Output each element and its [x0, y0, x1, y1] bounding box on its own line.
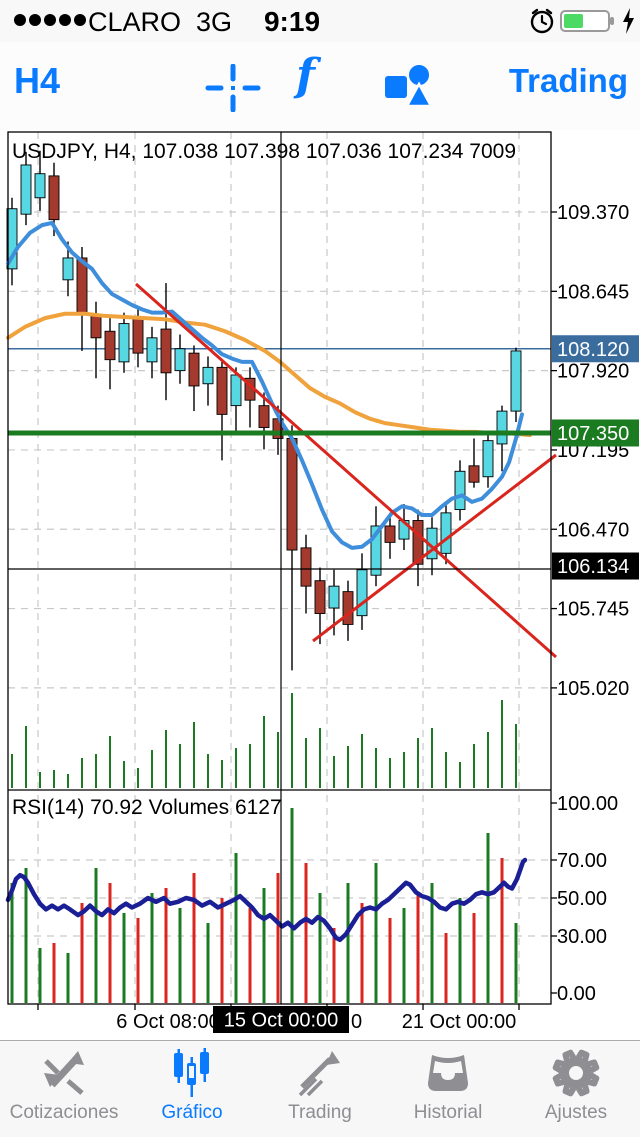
tab-label: Gráfico — [161, 1102, 223, 1123]
tab-cotizaciones[interactable]: Cotizaciones — [0, 1041, 128, 1137]
quotes-icon — [44, 1051, 84, 1095]
candle-bull — [20, 164, 32, 215]
candle-bear — [258, 405, 270, 428]
candle-bear — [468, 465, 480, 483]
candle-bull — [202, 366, 214, 385]
tab-historial[interactable]: Historial — [384, 1041, 512, 1137]
tab-trading[interactable]: Trading — [256, 1041, 384, 1137]
candle-bull — [118, 323, 130, 363]
chart-ohlc-header: USDJPY, H4, 107.038 107.398 107.036 107.… — [12, 140, 516, 163]
candle-bull — [440, 512, 452, 554]
price-axis-label: 106.470 — [557, 519, 629, 541]
history-icon — [428, 1055, 468, 1091]
candle-bear — [160, 328, 172, 374]
candle-bull — [510, 350, 522, 412]
candle-bull — [328, 585, 340, 609]
trading-button[interactable]: Trading — [508, 62, 628, 99]
rsi-axis-label: 70.00 — [557, 850, 607, 872]
rsi-axis-label: 0.00 — [557, 983, 596, 1005]
crosshair-price-tag-bg — [552, 552, 639, 580]
candle-bear — [132, 317, 144, 354]
trendline — [135, 282, 557, 659]
candle-bear — [104, 330, 116, 361]
tab-label: Cotizaciones — [9, 1102, 119, 1123]
trading-icon — [298, 1051, 340, 1097]
price-axis-label: 105.745 — [557, 599, 629, 621]
rsi-axis-label: 50.00 — [557, 888, 607, 910]
rsi-indicator-label: RSI(14) 70.92 Volumes 6127 — [12, 796, 282, 819]
level-price-tag: 107.350 — [557, 423, 629, 445]
tab-label: Trading — [288, 1102, 352, 1123]
candle-bull — [34, 173, 46, 199]
candle-bear — [90, 315, 102, 339]
crosshair-time-tag: 15 Oct 00:00 — [224, 1010, 339, 1032]
rsi-line — [5, 857, 528, 943]
candle-bear — [412, 520, 424, 565]
tab-grafico[interactable]: Gráfico — [128, 1041, 256, 1137]
covered-time-label: 0 — [351, 1011, 362, 1033]
crosshair-time-tag-bg — [213, 1006, 349, 1033]
time-axis-label: 21 Oct 00:00 — [402, 1011, 517, 1033]
candle-bull — [230, 374, 242, 407]
candle-bear — [314, 580, 326, 614]
price-axis-label: 107.920 — [557, 361, 629, 383]
carrier-label: CLARO — [88, 7, 182, 37]
network-type-label: 3G — [196, 7, 233, 37]
tab-label: Ajustes — [544, 1102, 608, 1123]
crosshair-icon[interactable] — [204, 64, 262, 112]
candle-bull — [62, 257, 74, 281]
bid-price-tag-bg — [552, 335, 639, 363]
candle-bull — [370, 525, 382, 576]
objects-icon[interactable] — [382, 62, 436, 112]
candle-bear — [216, 366, 228, 415]
price-axis-label: 108.645 — [557, 281, 629, 303]
price-axis-label: 105.020 — [557, 678, 629, 700]
candle-bull — [454, 470, 466, 511]
candle-bull — [356, 569, 368, 617]
candle-bull — [6, 208, 18, 270]
candle-bear — [342, 591, 354, 625]
candle-bull — [482, 440, 494, 478]
tab-ajustes[interactable]: Ajustes — [512, 1041, 640, 1137]
battery-charging-icon — [560, 10, 614, 32]
candle-bear — [48, 175, 60, 221]
lightning-bolt-icon — [623, 8, 634, 34]
candle-bull — [146, 337, 158, 363]
settings-icon — [552, 1049, 600, 1097]
candle-bull — [174, 348, 186, 372]
chart-icon — [174, 1048, 209, 1097]
tab-label: Historial — [413, 1102, 483, 1123]
indicators-icon[interactable]: f — [296, 50, 315, 101]
rsi-axis-label: 100.00 — [557, 793, 618, 815]
bid-price-tag: 108.120 — [557, 339, 629, 361]
chart-toolbar: H4 f Trading — [0, 42, 640, 130]
price-axis-label: 109.370 — [557, 202, 629, 224]
candle-bear — [384, 525, 396, 543]
time-axis-label: 6 Oct 08:00 — [116, 1011, 219, 1033]
level-price-tag-bg — [552, 419, 639, 447]
clock-label: 9:19 — [263, 6, 321, 37]
status-bar: CLARO 3G 9:19 — [0, 0, 640, 42]
signal-strength-icon — [14, 13, 89, 31]
candle-bear — [286, 438, 298, 551]
rsi-axis-label: 30.00 — [557, 926, 607, 948]
candle-bear — [188, 352, 200, 387]
trendline — [312, 453, 557, 643]
candle-bear — [300, 547, 312, 587]
candle-bull — [496, 410, 508, 445]
tab-bar: Cotizaciones Gráfico Trading — [0, 1040, 640, 1137]
crosshair-price-tag: 106.134 — [557, 556, 629, 578]
alarm-clock-icon — [530, 8, 554, 34]
timeframe-button[interactable]: H4 — [14, 60, 61, 101]
chart-frame — [7, 131, 552, 1005]
